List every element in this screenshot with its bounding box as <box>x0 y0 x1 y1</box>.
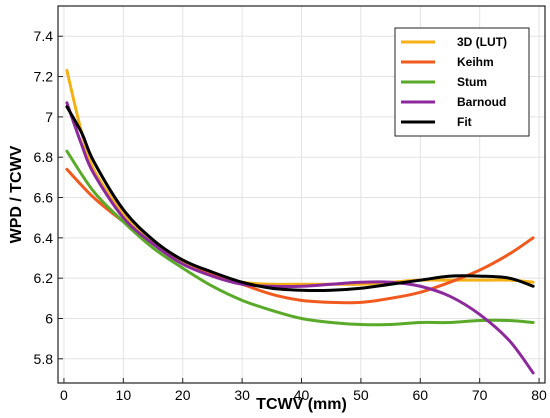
grid <box>58 6 545 383</box>
y-tick-label: 5.8 <box>34 351 54 367</box>
series-lines <box>65 69 535 375</box>
series-line-stum <box>65 149 535 327</box>
legend-label: Keihm <box>457 55 494 69</box>
y-tick-label: 7 <box>45 109 53 125</box>
y-axis-title: WPD / TCWV <box>8 145 25 243</box>
y-tick-label: 6 <box>45 310 53 326</box>
x-axis-title: TCWV (mm) <box>256 396 347 413</box>
y-tick-label: 6.6 <box>34 190 54 206</box>
axis-ticks: 0 10 20 30 40 50 60 70 80 5.8 6 6.2 6.4 6.6 6.8 7 7.2 7.4 <box>34 28 548 403</box>
x-tick-label: 50 <box>353 387 369 403</box>
x-tick-label: 30 <box>234 387 250 403</box>
x-tick-label: 60 <box>412 387 428 403</box>
x-tick-label: 70 <box>472 387 488 403</box>
y-tick-label: 6.2 <box>34 270 54 286</box>
legend: 3D (LUT) Keihm Stum Barnoud Fit <box>394 27 530 137</box>
y-tick-label: 6.4 <box>34 230 54 246</box>
x-tick-label: 10 <box>116 387 132 403</box>
legend-label: Stum <box>457 75 487 89</box>
x-tick-label: 20 <box>175 387 191 403</box>
series-line-fit <box>65 105 535 293</box>
x-tick-label: 40 <box>294 387 310 403</box>
y-tick-label: 6.8 <box>34 149 54 165</box>
legend-label: 3D (LUT) <box>457 35 507 49</box>
series-line-barnoud <box>65 101 535 375</box>
x-tick-label: 80 <box>531 387 547 403</box>
y-tick-label: 7.2 <box>34 69 54 85</box>
legend-label: Fit <box>457 115 472 129</box>
x-tick-label: 0 <box>60 387 68 403</box>
legend-label: Barnoud <box>457 95 506 109</box>
y-tick-label: 7.4 <box>34 28 54 44</box>
